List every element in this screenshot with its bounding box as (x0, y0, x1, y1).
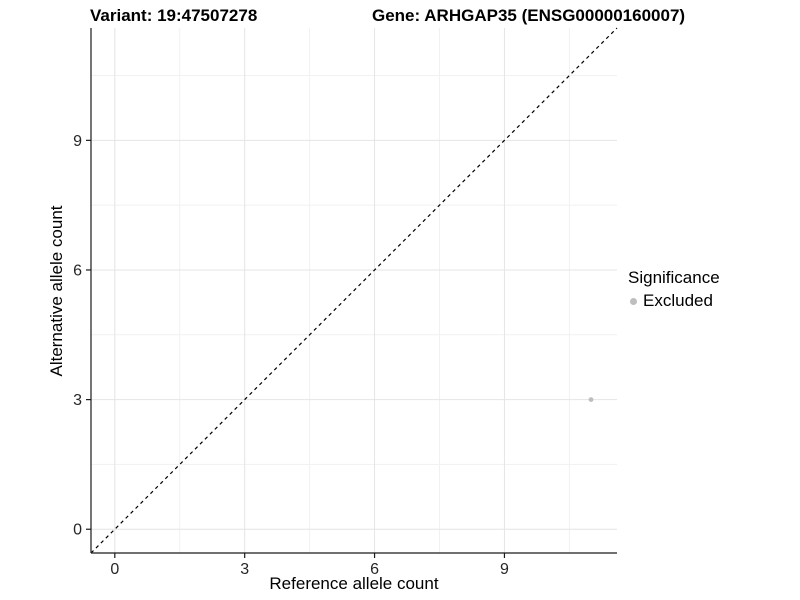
legend-title: Significance (628, 268, 720, 287)
legend-item: Excluded (628, 291, 720, 311)
plot-title-variant: Variant: 19:47507278 (90, 6, 258, 25)
data-point (588, 397, 594, 403)
x-tick-label: 9 (500, 561, 509, 578)
x-tick-label: 6 (370, 561, 379, 578)
x-tick-label: 0 (110, 561, 119, 578)
y-tick-label: 9 (73, 133, 82, 150)
x-axis-title: Reference allele count (269, 574, 439, 593)
y-tick-label: 0 (73, 522, 82, 539)
legend-item-label: Excluded (643, 291, 713, 310)
y-tick-label: 6 (73, 262, 82, 279)
y-axis-title: Alternative allele count (47, 205, 66, 377)
legend-point-icon (630, 297, 637, 305)
x-tick-label: 3 (240, 561, 249, 578)
legend: Significance Excluded (628, 268, 720, 311)
y-tick-label: 3 (73, 392, 82, 409)
identity-line (90, 27, 618, 554)
plot-title-gene: Gene: ARHGAP35 (ENSG00000160007) (372, 6, 686, 25)
